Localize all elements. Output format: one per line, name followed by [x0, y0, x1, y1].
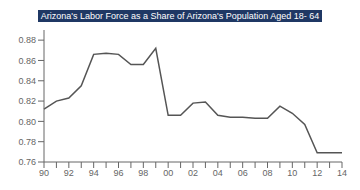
svg-text:0.86: 0.86 [18, 56, 36, 66]
svg-text:04: 04 [213, 168, 223, 178]
svg-text:0.78: 0.78 [18, 137, 36, 147]
svg-text:12: 12 [312, 168, 322, 178]
svg-text:90: 90 [39, 168, 49, 178]
svg-text:94: 94 [89, 168, 99, 178]
svg-text:02: 02 [188, 168, 198, 178]
html-text:Arizona's Labor Force as a Sha: Arizona's Labor Force as a Share of Ariz… [40, 11, 320, 21]
svg-text:08: 08 [262, 168, 272, 178]
svg-text:06: 06 [238, 168, 248, 178]
svg-text:0.82: 0.82 [18, 96, 36, 106]
svg-text:0.88: 0.88 [18, 35, 36, 45]
svg-text:0.84: 0.84 [18, 76, 36, 86]
svg-text:10: 10 [287, 168, 297, 178]
svg-text:92: 92 [64, 168, 74, 178]
svg-text:0.80: 0.80 [18, 117, 36, 127]
svg-text:96: 96 [113, 168, 123, 178]
svg-text:14: 14 [337, 168, 347, 178]
svg-text:0.76: 0.76 [18, 157, 36, 167]
svg-text:00: 00 [163, 168, 173, 178]
svg-text:98: 98 [138, 168, 148, 178]
